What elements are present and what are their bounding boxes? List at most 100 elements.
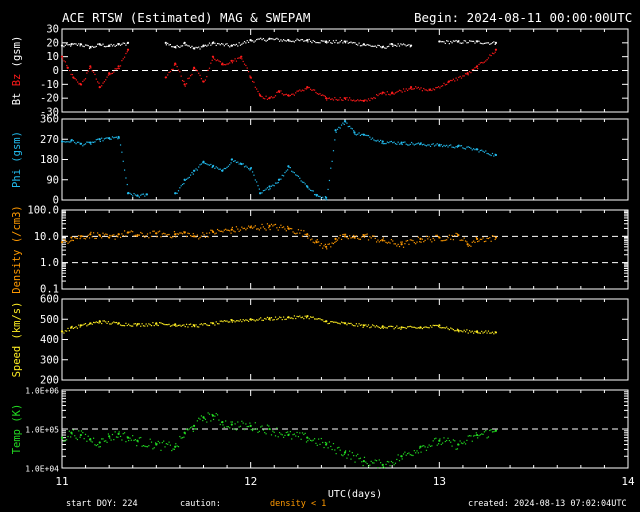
scatter-dot	[415, 452, 417, 454]
data-point-density	[268, 224, 271, 227]
scatter-dot	[458, 444, 460, 446]
scatter-dot	[363, 44, 366, 46]
scatter-dot	[278, 91, 281, 93]
scatter-dot	[256, 38, 258, 41]
scatter-dot	[215, 232, 217, 234]
scatter-dot	[198, 166, 200, 168]
scatter-dot	[339, 127, 341, 129]
scatter-dot	[435, 324, 437, 327]
data-point-bt	[164, 41, 167, 44]
scatter-dot	[241, 420, 243, 422]
scatter-dot	[439, 87, 441, 89]
scatter-dot	[84, 433, 87, 436]
scatter-dot	[242, 227, 244, 230]
y-axis-label-part: Bt	[11, 93, 23, 106]
scatter-dot	[312, 316, 314, 318]
scatter-dot	[79, 143, 81, 145]
scatter-dot	[417, 452, 419, 454]
scatter-dot	[234, 58, 236, 60]
scatter-dot	[190, 46, 192, 49]
scatter-dot	[250, 225, 252, 227]
scatter-dot	[340, 454, 343, 456]
scatter-dot	[288, 433, 290, 435]
scatter-dot	[103, 45, 105, 48]
scatter-dot	[74, 327, 76, 329]
scatter-dot	[257, 319, 259, 321]
scatter-dot	[249, 39, 251, 41]
scatter-dot	[206, 232, 208, 234]
scatter-dot	[221, 421, 223, 423]
scatter-dot	[437, 86, 440, 88]
scatter-dot	[153, 230, 155, 232]
scatter-dot	[320, 197, 322, 199]
scatter-dot	[452, 439, 455, 441]
scatter-dot	[363, 236, 366, 238]
scatter-dot	[328, 441, 331, 443]
scatter-dot	[397, 243, 399, 246]
scatter-dot	[299, 177, 301, 179]
scatter-dot	[63, 332, 65, 334]
scatter-dot	[225, 320, 227, 322]
data-point-density	[89, 233, 92, 236]
scatter-dot	[196, 47, 198, 49]
scatter-dot	[462, 75, 464, 77]
scatter-dot	[206, 45, 208, 47]
scatter-dot	[157, 324, 159, 327]
scatter-dot	[203, 323, 205, 325]
scatter-dot	[380, 240, 382, 242]
scatter-dot	[285, 40, 287, 42]
scatter-dot	[385, 47, 387, 49]
scatter-dot	[354, 325, 356, 327]
scatter-dot	[75, 237, 77, 239]
scatter-dot	[177, 233, 180, 235]
scatter-dot	[62, 241, 64, 243]
scatter-dot	[292, 171, 294, 173]
scatter-dot	[130, 439, 132, 441]
scatter-dot	[253, 226, 255, 228]
scatter-dot	[64, 61, 67, 63]
scatter-dot	[113, 439, 115, 441]
scatter-dot	[324, 95, 326, 98]
scatter-dot	[218, 323, 220, 325]
scatter-dot	[342, 42, 344, 44]
scatter-dot	[243, 320, 246, 322]
scatter-dot	[226, 320, 228, 322]
scatter-dot	[421, 238, 424, 240]
scatter-dot	[401, 91, 403, 93]
scatter-dot	[285, 318, 287, 320]
scatter-dot	[69, 69, 71, 72]
scatter-dot	[134, 234, 136, 236]
scatter-dot	[466, 329, 468, 331]
scatter-dot	[187, 429, 189, 431]
scatter-dot	[384, 326, 386, 328]
scatter-dot	[475, 236, 477, 239]
scatter-dot	[280, 178, 282, 180]
scatter-dot	[249, 169, 251, 171]
scatter-dot	[102, 320, 104, 322]
scatter-dot	[455, 145, 457, 148]
data-point-bz	[89, 65, 92, 68]
scatter-dot	[210, 229, 212, 231]
scatter-dot	[95, 78, 97, 80]
scatter-dot	[487, 57, 490, 59]
scatter-dot	[221, 230, 223, 232]
scatter-dot	[161, 442, 163, 444]
scatter-dot	[211, 229, 213, 231]
data-point-temp	[192, 424, 196, 428]
scatter-dot	[475, 148, 477, 150]
scatter-dot	[475, 432, 477, 434]
scatter-dot	[218, 43, 220, 45]
data-point-density	[230, 228, 233, 231]
scatter-dot	[332, 40, 335, 42]
scatter-dot	[83, 45, 85, 48]
scatter-dot	[386, 242, 388, 244]
scatter-dot	[133, 192, 135, 195]
scatter-dot	[168, 44, 170, 46]
scatter-dot	[345, 233, 347, 235]
scatter-dot	[456, 146, 459, 148]
scatter-dot	[412, 240, 414, 242]
scatter-dot	[199, 418, 201, 420]
scatter-dot	[241, 321, 243, 323]
scatter-dot	[353, 99, 355, 101]
scatter-dot	[355, 323, 357, 325]
